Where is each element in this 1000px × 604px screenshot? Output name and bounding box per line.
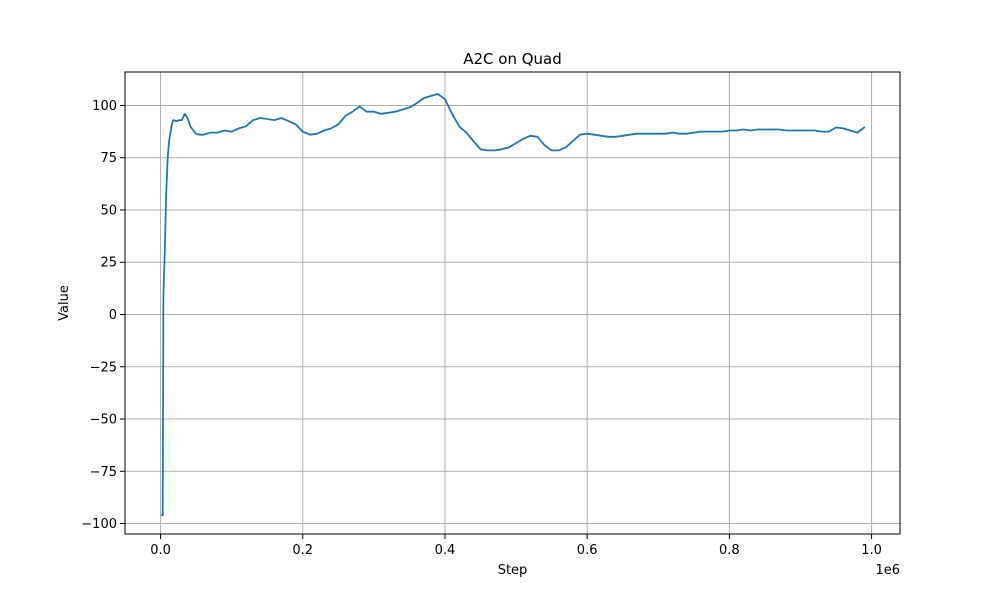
y-tick-label: 25	[100, 256, 117, 271]
chart-title: A2C on Quad	[463, 50, 562, 68]
x-axis-label: Step	[498, 563, 528, 578]
x-tick-label: 0.8	[719, 543, 740, 558]
x-axis: 0.0 0.2 0.4 0.6 0.8 1.0	[150, 534, 882, 558]
y-tick-label: −50	[90, 413, 117, 428]
grid	[125, 72, 900, 534]
plot-frame	[124, 71, 901, 535]
y-axis-label: Value	[57, 285, 72, 321]
x-tick-label: 1.0	[861, 543, 882, 558]
x-tick-label: 0.6	[577, 543, 598, 558]
y-tick-label: 0	[109, 308, 117, 323]
x-tick-label: 0.4	[435, 543, 456, 558]
y-tick-label: 50	[100, 203, 117, 218]
y-tick-label: −75	[90, 465, 117, 480]
y-tick-label: −25	[90, 360, 117, 375]
x-axis-offset-label: 1e6	[875, 563, 900, 578]
series-layer	[161, 93, 866, 517]
y-tick-label: −100	[81, 517, 117, 532]
x-tick-label: 0.0	[150, 543, 171, 558]
y-tick-label: 75	[100, 151, 117, 166]
y-axis: −100 −75 −50 −25 0 25 50 75 100	[81, 99, 125, 532]
x-tick-label: 0.2	[292, 543, 313, 558]
y-tick-label: 100	[92, 99, 117, 114]
series-line	[161, 93, 866, 517]
